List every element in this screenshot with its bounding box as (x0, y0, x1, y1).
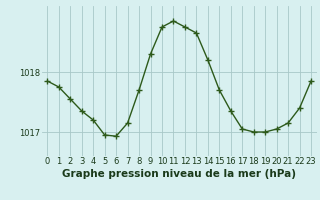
X-axis label: Graphe pression niveau de la mer (hPa): Graphe pression niveau de la mer (hPa) (62, 169, 296, 179)
